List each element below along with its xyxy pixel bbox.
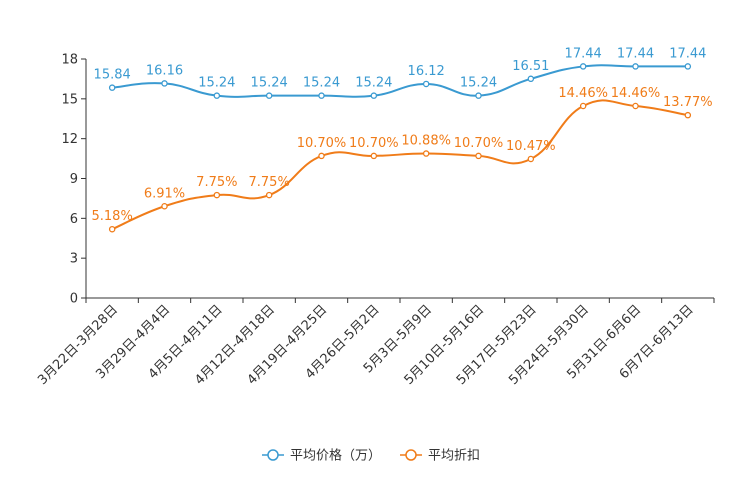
data-point	[161, 203, 168, 210]
data-point	[527, 155, 535, 163]
data-label: 16.51	[512, 59, 549, 74]
legend-label-2: 平均折扣	[428, 449, 480, 464]
legend-label-1: 平均价格（万）	[290, 448, 381, 464]
data-label: 16.12	[408, 64, 445, 79]
legend-marker-1	[267, 449, 279, 461]
data-label: 14.46%	[558, 86, 608, 101]
data-label: 15.24	[303, 76, 340, 91]
data-point	[632, 102, 639, 110]
data-point	[579, 63, 587, 70]
data-point	[161, 80, 168, 87]
data-point	[370, 152, 378, 160]
data-label: 13.77%	[663, 95, 713, 110]
data-label: 16.16	[146, 63, 183, 78]
data-label: 10.47%	[506, 139, 556, 154]
data-label: 15.24	[198, 76, 235, 91]
data-point	[108, 225, 116, 233]
y-tick-label: 9	[70, 172, 78, 187]
y-tick-label: 12	[61, 132, 78, 147]
data-point	[475, 92, 482, 99]
data-point	[108, 84, 116, 91]
data-label: 14.46%	[611, 86, 661, 101]
data-label: 15.24	[355, 76, 392, 91]
data-point	[265, 191, 273, 199]
data-label: 10.70%	[454, 136, 504, 151]
data-label: 10.70%	[297, 136, 347, 151]
data-point	[632, 63, 639, 70]
series-line-1	[112, 64, 688, 98]
legend-marker-2	[405, 449, 417, 461]
data-point	[265, 92, 273, 99]
y-tick-label: 18	[61, 53, 78, 68]
data-label: 7.75%	[249, 175, 290, 190]
data-point	[318, 152, 325, 160]
data-label: 10.88%	[401, 134, 451, 149]
data-point	[684, 63, 692, 70]
y-tick-label: 3	[70, 252, 78, 267]
data-label: 17.44	[565, 46, 602, 61]
data-label: 17.44	[669, 46, 706, 61]
data-label: 17.44	[617, 46, 654, 61]
data-point	[422, 150, 430, 157]
data-point	[422, 80, 430, 88]
y-tick-label: 6	[70, 212, 78, 227]
data-point	[579, 102, 587, 110]
series-line-2	[111, 99, 689, 231]
data-label: 7.75%	[196, 175, 237, 190]
data-label: 5.18%	[92, 209, 133, 224]
data-label: 15.84	[94, 68, 131, 83]
data-label: 6.91%	[144, 186, 185, 201]
data-point	[475, 152, 482, 160]
y-tick-label: 0	[70, 292, 78, 307]
data-label: 15.24	[251, 76, 288, 91]
data-point	[370, 92, 378, 99]
data-point	[213, 191, 221, 199]
data-label: 10.70%	[349, 136, 399, 151]
data-point	[527, 75, 535, 83]
data-point	[213, 92, 221, 99]
y-tick-label: 15	[61, 92, 78, 107]
data-point	[318, 92, 325, 99]
data-label: 15.24	[460, 76, 497, 91]
data-point	[684, 111, 692, 119]
